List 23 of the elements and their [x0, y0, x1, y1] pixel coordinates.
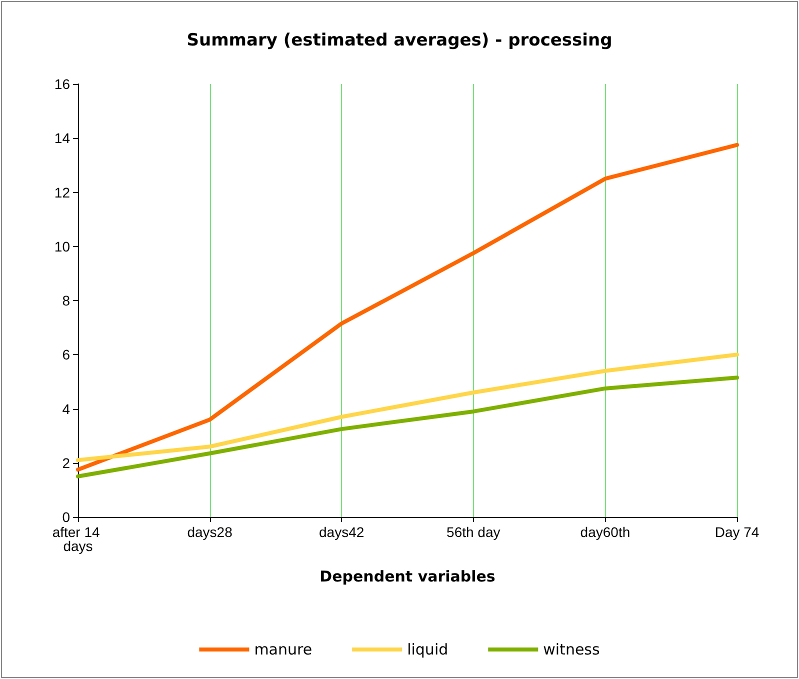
y-tick-label: 10	[54, 238, 70, 254]
y-tick-label: 14	[54, 130, 70, 146]
legend-label: liquid	[407, 640, 448, 658]
y-tick-label: 8	[62, 292, 70, 308]
x-axis-title: Dependent variables	[320, 568, 496, 586]
x-tick-label: Day 74	[714, 524, 760, 540]
y-tick-label: 0	[62, 509, 70, 525]
x-tick-label: days28	[187, 524, 233, 540]
x-tick-label: after 14 days	[52, 524, 104, 554]
line-series	[76, 352, 739, 462]
y-tick-label: 12	[54, 184, 70, 200]
legend-label: manure	[254, 640, 312, 658]
x-tick-label: 56th day	[446, 524, 500, 540]
chart-title: Summary (estimated averages) - processing	[186, 30, 612, 50]
x-tick-label: day60th	[580, 524, 630, 540]
line-series	[76, 142, 739, 472]
legend-label: witness	[543, 640, 600, 658]
y-tick-label: 16	[54, 76, 70, 92]
y-tick-label: 6	[62, 346, 70, 363]
y-tick-label: 2	[62, 454, 70, 471]
x-tick-label: days42	[319, 524, 364, 540]
y-tick-label: 4	[62, 400, 70, 417]
line-series	[76, 376, 739, 478]
